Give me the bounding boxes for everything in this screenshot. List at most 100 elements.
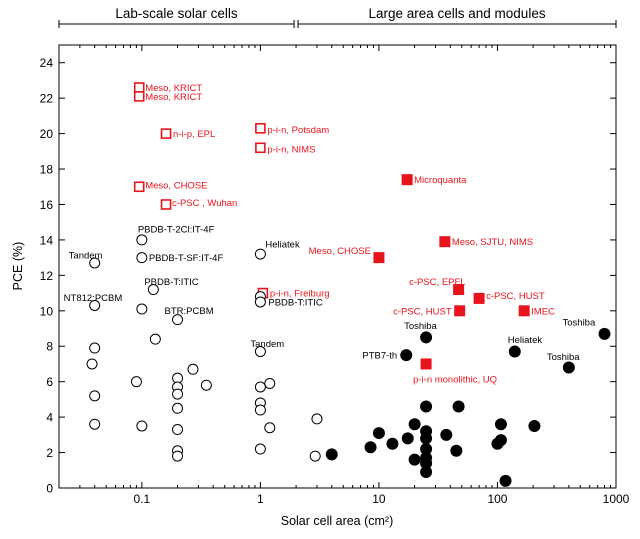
point-label: c-PSC, EPFL [409, 277, 466, 288]
marker-organic_lab [254, 346, 266, 358]
marker-organic_lab [89, 390, 101, 402]
marker-organic_large [494, 418, 507, 431]
y-tick-label: 16 [40, 198, 54, 212]
marker-organic_lab [136, 234, 148, 246]
marker-organic_large [528, 419, 541, 432]
marker-organic_lab [309, 450, 321, 462]
marker-organic_large [494, 434, 507, 447]
marker-organic_large [408, 453, 421, 466]
region-label: Lab-scale solar cells [115, 6, 238, 21]
x-tick-label: 100 [487, 492, 507, 506]
point-label: Heliatek [508, 335, 543, 346]
point-label: p-i-n monolithic, UQ [413, 374, 497, 385]
marker-organic_lab [172, 388, 184, 400]
marker-perovskite_large [401, 174, 413, 186]
marker-organic_lab [254, 443, 266, 455]
marker-organic_large [508, 345, 521, 358]
marker-organic_lab [172, 402, 184, 414]
marker-organic_lab [136, 420, 148, 432]
x-tick-label: 1 [257, 492, 264, 506]
point-label: c-PSC, HUST [393, 306, 452, 317]
point-label: Meso, SJTU, NIMS [452, 237, 533, 248]
marker-perovskite_lab [255, 122, 266, 134]
point-label: IMEC [531, 306, 555, 317]
marker-organic_lab [172, 424, 184, 436]
marker-organic_lab [172, 314, 184, 326]
point-label: PBDB-T:ITIC [144, 277, 199, 288]
marker-organic_large [372, 427, 385, 440]
point-label: Tandem [250, 339, 284, 350]
marker-organic_large [420, 466, 433, 479]
marker-perovskite_lab [133, 91, 145, 102]
point-label: Microquanta [414, 175, 467, 186]
marker-perovskite_lab [133, 82, 145, 93]
marker-organic_lab [86, 358, 98, 370]
marker-organic_lab [172, 450, 184, 462]
point-label: Meso, KRICT [145, 92, 202, 103]
marker-organic_large [408, 418, 421, 431]
x-tick-label: 10 [372, 492, 386, 506]
region-label: Large area cells and modules [368, 6, 545, 21]
y-tick-label: 8 [46, 340, 53, 354]
marker-organic_large [562, 361, 575, 374]
marker-organic_lab [264, 422, 276, 434]
marker-perovskite_large [373, 252, 385, 264]
marker-organic_large [401, 432, 414, 445]
point-label: c-PSC, HUST [486, 291, 545, 302]
marker-perovskite_large [420, 358, 432, 370]
point-label: Meso, KRICT [145, 83, 202, 94]
x-axis-label: Solar cell area (cm²) [281, 514, 394, 528]
y-tick-label: 0 [46, 482, 53, 496]
y-tick-label: 10 [40, 304, 54, 318]
y-axis-label: PCE (%) [11, 242, 25, 291]
point-label: PTB7-th [362, 351, 397, 362]
y-tick-label: 6 [46, 375, 53, 389]
marker-organic_large [364, 441, 377, 454]
y-tick-label: 20 [40, 127, 54, 141]
point-label: PBDB-T:ITIC [268, 297, 323, 308]
marker-organic_lab [264, 377, 276, 389]
marker-organic_large [452, 400, 465, 413]
x-tick-label: 1000 [603, 492, 630, 506]
y-tick-label: 22 [40, 92, 54, 106]
marker-organic_lab [89, 342, 101, 354]
marker-organic_lab [89, 418, 101, 430]
point-label: p-i-n, NIMS [267, 144, 315, 155]
marker-organic_large [598, 327, 611, 340]
y-tick-label: 24 [40, 56, 54, 70]
marker-organic_lab [136, 252, 148, 264]
marker-organic_lab [89, 257, 101, 269]
point-label: PBDB-T-2Cl:IT-4F [138, 224, 215, 235]
marker-organic_lab [89, 299, 101, 311]
x-tick-label: 0.1 [134, 492, 151, 506]
marker-organic_lab [254, 404, 266, 416]
point-label: Toshiba [404, 321, 437, 332]
y-tick-label: 2 [46, 446, 53, 460]
point-label: Toshiba [547, 352, 580, 363]
marker-organic_large [420, 432, 433, 445]
marker-organic_large [325, 448, 338, 461]
marker-organic_large [440, 428, 453, 441]
marker-perovskite_lab [255, 142, 266, 154]
point-label: BTR:PCBM [165, 306, 214, 317]
marker-organic_lab [311, 413, 323, 425]
marker-perovskite_large [473, 292, 485, 304]
marker-perovskite_lab [160, 199, 172, 210]
marker-organic_lab [149, 333, 161, 345]
marker-perovskite_large [453, 284, 465, 296]
marker-perovskite_large [439, 236, 451, 248]
marker-perovskite_lab [160, 128, 172, 139]
marker-organic_large [499, 474, 512, 487]
point-label: c-PSC , Wuhan [172, 198, 237, 209]
y-tick-label: 12 [40, 269, 54, 283]
y-tick-label: 18 [40, 163, 54, 177]
marker-organic_large [420, 331, 433, 344]
marker-organic_lab [130, 376, 142, 388]
marker-organic_large [400, 349, 413, 362]
point-label: Tandem [69, 250, 103, 261]
point-label: n-i-p, EPL [173, 129, 215, 140]
marker-perovskite_lab [133, 181, 145, 193]
marker-perovskite_large [454, 305, 466, 317]
